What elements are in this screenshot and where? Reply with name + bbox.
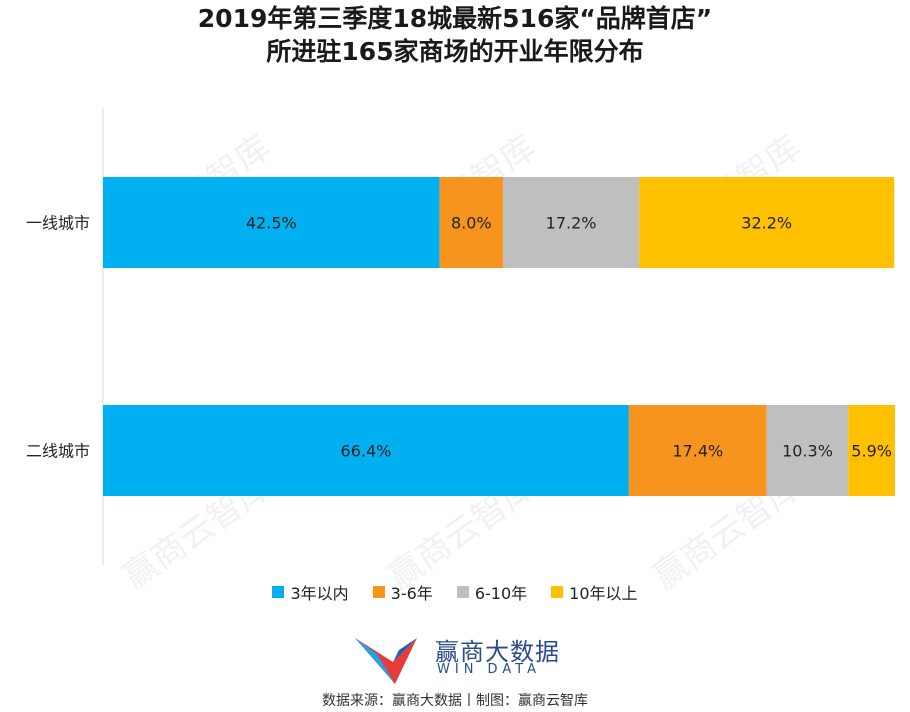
- data-label: 17.2%: [546, 214, 597, 233]
- chart-title-line1: 2019年第三季度18城最新516家“品牌首店”: [197, 4, 713, 33]
- bar-segment: [628, 405, 767, 496]
- chart-title: 2019年第三季度18城最新516家“品牌首店” 所进驻165家商场的开业年限分…: [0, 2, 910, 68]
- bar-segment: [848, 405, 895, 496]
- data-label: 8.0%: [451, 214, 492, 233]
- bar-segment: [439, 177, 503, 268]
- legend-item: 6-10年: [456, 580, 528, 604]
- legend-label: 10年以上: [569, 584, 638, 603]
- legend-item: 3年以内: [272, 580, 349, 604]
- stacked-bar-chart: 一线城市 42.5% 8.0% 17.2% 32.2% 二线城市 66.4% 17.4% 10.…: [26, 108, 895, 565]
- legend-swatch: [551, 586, 564, 598]
- bar-segment: [639, 177, 895, 268]
- category-label: 二线城市: [26, 442, 90, 461]
- bar-segment: [502, 177, 640, 268]
- bar-segment: [103, 177, 440, 268]
- data-label: 42.5%: [246, 214, 297, 233]
- legend-label: 6-10年: [474, 584, 528, 603]
- bar-segment: [766, 405, 849, 496]
- data-label: 32.2%: [741, 214, 792, 233]
- legend-item: 10年以上: [551, 580, 638, 604]
- legend-label: 3-6年: [390, 584, 433, 603]
- data-label: 17.4%: [672, 442, 723, 461]
- legend: 3年以内 3-6年 6-10年 10年以上: [0, 580, 910, 604]
- win-data-logo-icon: [355, 638, 417, 684]
- legend-swatch: [272, 586, 285, 598]
- data-label: 66.4%: [341, 442, 392, 461]
- brand-name-cn: 赢商大数据: [435, 638, 560, 666]
- legend-label: 3年以内: [290, 584, 349, 603]
- brand-name-en: WIN DATA: [437, 662, 542, 677]
- data-label: 10.3%: [782, 442, 833, 461]
- bar-segment: [103, 405, 629, 496]
- source-note: 数据来源：赢商大数据丨制图：赢商云智库: [322, 693, 588, 709]
- chart-title-line2: 所进驻165家商场的开业年限分布: [266, 37, 644, 66]
- legend-swatch: [456, 586, 469, 598]
- category-label: 一线城市: [26, 214, 90, 233]
- legend-swatch: [372, 586, 385, 598]
- legend-item: 3-6年: [372, 580, 433, 604]
- data-label: 5.9%: [851, 442, 892, 461]
